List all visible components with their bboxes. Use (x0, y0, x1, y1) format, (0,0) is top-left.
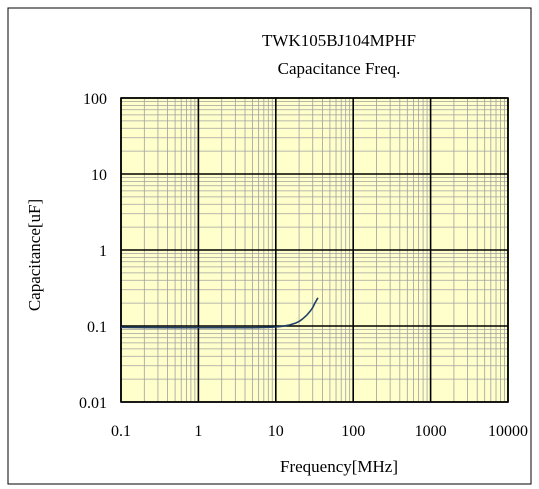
y-tick-label: 0.1 (87, 319, 107, 336)
x-tick-label: 10 (268, 423, 284, 440)
x-tick-label: 1 (194, 423, 202, 440)
x-tick-label: 1000 (415, 423, 447, 440)
y-tick-label: 0.01 (79, 395, 107, 412)
plot-area (120, 97, 509, 403)
y-tick-label: 1 (99, 243, 107, 260)
y-tick-label: 100 (83, 91, 107, 108)
x-tick-label: 100 (341, 423, 365, 440)
y-tick-label: 10 (91, 167, 107, 184)
chart-title: TWK105BJ104MPHF (262, 31, 416, 50)
series-line (120, 297, 319, 329)
x-tick-label: 0.1 (111, 423, 131, 440)
x-tick-label: 10000 (488, 423, 528, 440)
chart-subtitle: Capacitance Freq. (278, 59, 401, 78)
y-axis-label: Capacitance[uF] (25, 199, 44, 311)
x-axis-label: Frequency[MHz] (280, 457, 398, 476)
plot-border (120, 97, 509, 403)
